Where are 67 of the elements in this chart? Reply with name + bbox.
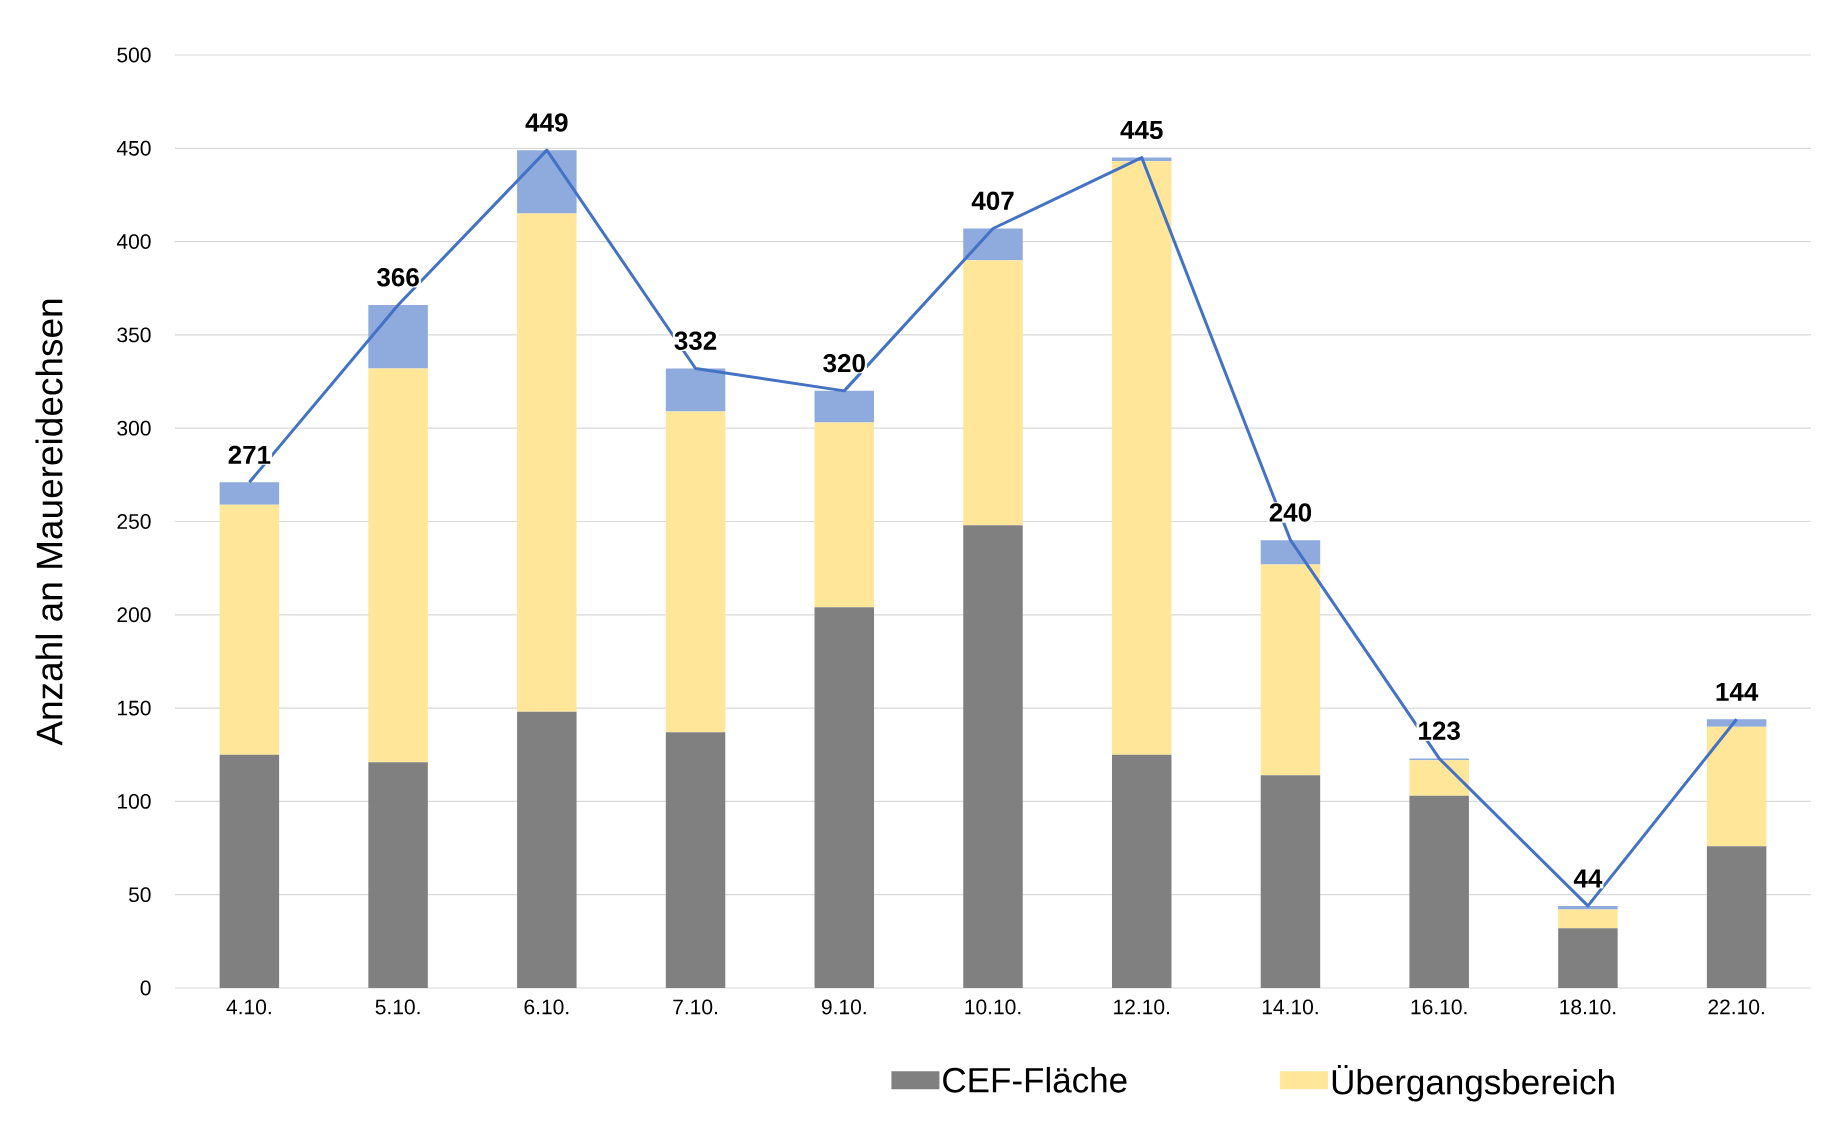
bar <box>1558 905 1618 910</box>
y-tick-label: 300 <box>117 420 151 436</box>
bar <box>1706 719 1767 727</box>
bar <box>1409 760 1469 796</box>
data-label: 44 <box>1573 869 1603 888</box>
data-label: 407 <box>971 191 1014 211</box>
bar <box>517 711 577 988</box>
bar <box>814 607 875 988</box>
bar <box>368 368 428 763</box>
bar <box>963 525 1023 988</box>
bar <box>1260 540 1321 565</box>
bar <box>1260 775 1321 988</box>
x-tick-label: 16.10. <box>1411 999 1467 1015</box>
y-tick-label: 450 <box>116 140 151 156</box>
y-tick-label: 500 <box>117 47 151 63</box>
bar <box>368 305 428 369</box>
y-tick-label: 400 <box>116 234 151 250</box>
bar <box>1409 795 1469 988</box>
x-tick-label: 10.10. <box>965 999 1021 1015</box>
x-tick-label: 14.10. <box>1262 999 1318 1015</box>
bar <box>665 411 726 733</box>
legend-label: Übergangsbereich <box>1332 1064 1614 1102</box>
bar <box>1706 726 1767 847</box>
bar <box>814 390 875 423</box>
bar <box>517 213 577 712</box>
x-tick-label: 4.10. <box>226 999 271 1015</box>
data-label: 320 <box>823 353 865 373</box>
bar <box>963 260 1023 526</box>
data-label: 271 <box>228 445 271 464</box>
data-label: 449 <box>525 113 568 132</box>
bar <box>517 150 577 214</box>
data-label: 445 <box>1120 120 1163 140</box>
data-label: 332 <box>674 331 717 350</box>
bar <box>963 228 1023 261</box>
y-tick-label: 50 <box>128 887 151 903</box>
bar <box>368 762 428 988</box>
y-tick-label: 250 <box>117 514 151 529</box>
data-label: 144 <box>1716 682 1759 701</box>
data-label: 123 <box>1419 721 1460 740</box>
bar <box>1558 909 1618 929</box>
data-label: 366 <box>377 268 419 287</box>
bar <box>219 482 280 505</box>
x-tick-label: 7.10. <box>673 999 717 1015</box>
x-tick-label: 5.10. <box>375 999 420 1015</box>
bar <box>219 504 280 755</box>
bar <box>665 732 726 988</box>
bar <box>219 754 280 988</box>
x-tick-label: 12.10. <box>1114 999 1169 1015</box>
bar <box>1260 564 1321 776</box>
legend-label: CEF-Fläche <box>943 1066 1127 1093</box>
y-tick-label: 150 <box>118 700 151 716</box>
data-label: 240 <box>1269 503 1312 522</box>
x-tick-label: 18.10. <box>1560 999 1616 1015</box>
bar <box>1111 754 1172 988</box>
x-tick-label: 6.10. <box>524 999 569 1015</box>
x-tick-label: 22.10. <box>1708 999 1764 1015</box>
bar <box>665 368 726 412</box>
x-tick-label: 9.10. <box>821 999 866 1015</box>
bar <box>814 422 875 608</box>
bar <box>1111 161 1172 755</box>
y-tick-label: 100 <box>118 793 151 809</box>
bar <box>1706 846 1767 988</box>
y-tick-label: 200 <box>117 607 151 623</box>
y-axis-title: Anzahl an Mauereidechsen <box>35 299 63 746</box>
y-tick-label: 350 <box>117 327 151 343</box>
bar <box>1558 928 1618 988</box>
y-tick-label: 0 <box>140 980 151 996</box>
